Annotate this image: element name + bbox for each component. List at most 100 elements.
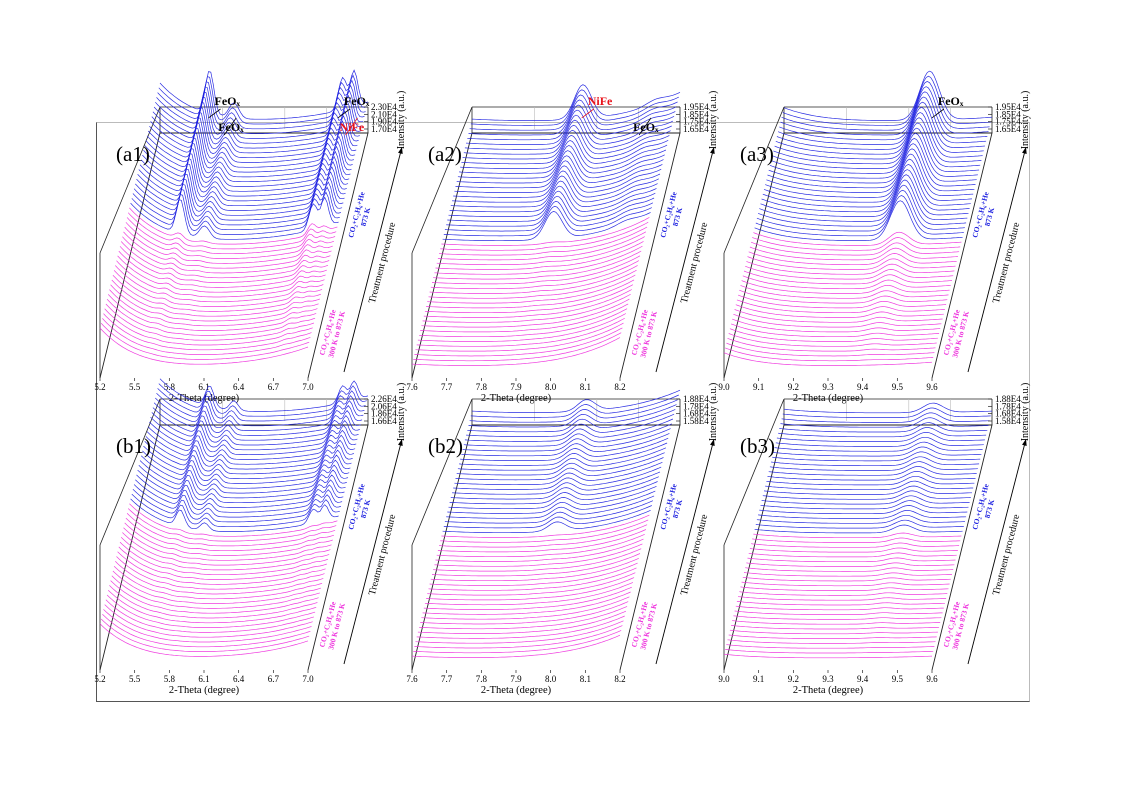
treatment-arrow bbox=[343, 146, 403, 373]
trace-co2-c2h6-he-300k-to-873k bbox=[116, 260, 325, 298]
trace-co2-c2h6-he-873k bbox=[461, 129, 670, 165]
trace-co2-c2h6-he-300k-to-873k bbox=[735, 605, 944, 611]
trace-co2-c2h6-he-300k-to-873k bbox=[729, 328, 938, 342]
trace-co2-c2h6-he-873k bbox=[139, 460, 349, 494]
trace-co2-c2h6-he-873k bbox=[451, 471, 661, 495]
trace-co2-c2h6-he-873k bbox=[466, 413, 675, 437]
trace-co2-c2h6-he-300k-to-873k bbox=[426, 577, 635, 601]
trace-co2-c2h6-he-300k-to-873k bbox=[122, 236, 331, 274]
trace-co2-c2h6-he-300k-to-873k bbox=[723, 352, 933, 366]
x-tick-label: 6.7 bbox=[268, 674, 280, 684]
trace-co2-c2h6-he-873k bbox=[159, 69, 369, 120]
trace-co2-c2h6-he-300k-to-873k bbox=[440, 519, 649, 543]
trace-co2-c2h6-he-300k-to-873k bbox=[123, 231, 332, 269]
trace-co2-c2h6-he-300k-to-873k bbox=[127, 508, 337, 542]
trace-co2-c2h6-he-300k-to-873k bbox=[727, 337, 936, 352]
y-tick-label: 1.70E4 bbox=[371, 124, 397, 134]
trace-co2-c2h6-he-300k-to-873k bbox=[733, 313, 942, 328]
x-axis-label: 2-Theta (degree) bbox=[481, 685, 552, 696]
trace-co2-c2h6-he-873k bbox=[768, 138, 977, 184]
trace-co2-c2h6-he-300k-to-873k bbox=[414, 327, 623, 357]
trace-co2-c2h6-he-873k bbox=[762, 490, 971, 500]
trace-co2-c2h6-he-873k bbox=[462, 124, 671, 160]
side-wall-top bbox=[723, 398, 785, 546]
y-tick-label: 1.65E4 bbox=[683, 124, 709, 134]
trace-co2-c2h6-he-873k bbox=[152, 407, 361, 441]
trace-co2-c2h6-he-300k-to-873k bbox=[740, 285, 949, 299]
panel-b1: (b1) 5.2 5.5 5.8 6.1 6.4 6.7 7.0 2-Theta (degree… bbox=[94, 378, 407, 696]
y-tick-label: 2.10E4 bbox=[371, 109, 397, 119]
trace-co2-c2h6-he-300k-to-873k bbox=[437, 529, 647, 553]
treatment-arrow-head bbox=[710, 147, 715, 154]
trace-co2-c2h6-he-300k-to-873k bbox=[422, 293, 631, 323]
trace-co2-c2h6-he-873k bbox=[775, 106, 984, 155]
treatment-arrow bbox=[967, 146, 1027, 373]
trace-co2-c2h6-he-300k-to-873k bbox=[747, 557, 956, 563]
trace-co2-c2h6-he-873k bbox=[143, 445, 352, 480]
x-tick-label: 6.4 bbox=[233, 674, 245, 684]
trace-co2-c2h6-he-300k-to-873k bbox=[99, 327, 309, 365]
trace-co2-c2h6-he-873k bbox=[135, 479, 344, 513]
trace-co2-c2h6-he-873k bbox=[450, 476, 659, 500]
trace-co2-c2h6-he-300k-to-873k bbox=[415, 620, 624, 644]
x-tick-label: 7.8 bbox=[476, 674, 488, 684]
trace-co2-c2h6-he-873k bbox=[145, 436, 355, 470]
x-tick-label: 7.9 bbox=[510, 674, 522, 684]
x-tick-label: 8.2 bbox=[614, 674, 625, 684]
trace-co2-c2h6-he-873k bbox=[776, 432, 985, 442]
x-axis-label: 2-Theta (degree) bbox=[481, 393, 552, 404]
trace-co2-c2h6-he-873k bbox=[131, 493, 340, 528]
treatment-procedure-label: Treatment procedure bbox=[367, 513, 399, 597]
trace-co2-c2h6-he-873k bbox=[763, 485, 972, 495]
panel-label: (b1) bbox=[116, 434, 151, 458]
x-tick-label: 9.1 bbox=[753, 674, 764, 684]
trace-co2-c2h6-he-300k-to-873k bbox=[748, 552, 957, 558]
trace-co2-c2h6-he-873k bbox=[139, 155, 349, 202]
trace-co2-c2h6-he-873k bbox=[158, 383, 367, 417]
trace-co2-c2h6-he-300k-to-873k bbox=[129, 503, 338, 537]
side-wall-top bbox=[99, 398, 161, 546]
trace-co2-c2h6-he-873k bbox=[137, 469, 346, 504]
trace-co2-c2h6-he-873k bbox=[464, 418, 674, 442]
trace-co2-c2h6-he-300k-to-873k bbox=[734, 610, 943, 615]
treatment-arrow bbox=[343, 438, 403, 665]
trace-co2-c2h6-he-873k bbox=[772, 122, 981, 169]
trace-co2-c2h6-he-873k bbox=[766, 475, 975, 486]
x-tick-label: 9.6 bbox=[926, 382, 938, 392]
y-tick-label: 1.86E4 bbox=[371, 409, 397, 419]
x-tick-label: 6.7 bbox=[268, 382, 280, 392]
trace-co2-c2h6-he-300k-to-873k bbox=[431, 255, 641, 285]
trace-co2-c2h6-he-300k-to-873k bbox=[725, 649, 934, 654]
trace-co2-c2h6-he-873k bbox=[463, 119, 672, 155]
trace-co2-c2h6-he-873k bbox=[469, 399, 678, 423]
trace-co2-c2h6-he-873k bbox=[468, 404, 677, 428]
trace-co2-c2h6-he-300k-to-873k bbox=[736, 299, 945, 314]
annotation-label: FeOₓ bbox=[218, 120, 244, 134]
trace-co2-c2h6-he-300k-to-873k bbox=[129, 207, 338, 245]
trace-co2-c2h6-he-873k bbox=[759, 179, 968, 222]
trace-co2-c2h6-he-873k bbox=[132, 186, 341, 231]
trace-co2-c2h6-he-300k-to-873k bbox=[120, 537, 330, 571]
panel-a2: (a2) 7.6 7.7 7.8 7.9 8.0 8.1 8.2 2-Theta (degree… bbox=[406, 84, 719, 404]
trace-co2-c2h6-he-300k-to-873k bbox=[127, 212, 337, 250]
panel-frame bbox=[99, 424, 369, 671]
y-tick-label: 1.75E4 bbox=[683, 117, 709, 127]
trace-co2-c2h6-he-873k bbox=[140, 150, 350, 197]
treatment-arrow bbox=[967, 438, 1027, 665]
trace-co2-c2h6-he-300k-to-873k bbox=[436, 236, 645, 266]
side-wall-top bbox=[411, 106, 473, 254]
trace-co2-c2h6-he-300k-to-873k bbox=[419, 606, 628, 630]
panel-frame bbox=[723, 132, 993, 379]
trace-co2-c2h6-he-873k bbox=[754, 524, 963, 534]
trace-co2-c2h6-he-300k-to-873k bbox=[125, 517, 335, 552]
trace-co2-c2h6-he-873k bbox=[771, 456, 980, 467]
x-tick-label: 9.3 bbox=[822, 674, 834, 684]
trace-co2-c2h6-he-300k-to-873k bbox=[739, 591, 948, 596]
trace-co2-c2h6-he-873k bbox=[760, 174, 969, 217]
treatment-procedure-label: Treatment procedure bbox=[367, 221, 399, 305]
x-tick-label: 8.1 bbox=[580, 674, 591, 684]
trace-co2-c2h6-he-873k bbox=[776, 101, 985, 150]
trace-co2-c2h6-he-873k bbox=[773, 446, 982, 457]
trace-co2-c2h6-he-300k-to-873k bbox=[752, 237, 961, 251]
trace-co2-c2h6-he-300k-to-873k bbox=[730, 323, 940, 338]
